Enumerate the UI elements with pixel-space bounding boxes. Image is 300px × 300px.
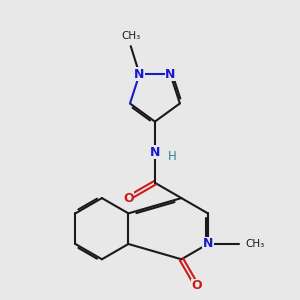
- Text: N: N: [165, 68, 175, 81]
- Text: CH₃: CH₃: [245, 239, 265, 249]
- Text: H: H: [168, 150, 177, 163]
- Text: N: N: [203, 238, 213, 250]
- Text: O: O: [191, 279, 202, 292]
- Text: CH₃: CH₃: [121, 31, 140, 41]
- Text: O: O: [123, 192, 134, 205]
- Text: N: N: [134, 68, 145, 81]
- Text: N: N: [150, 146, 160, 159]
